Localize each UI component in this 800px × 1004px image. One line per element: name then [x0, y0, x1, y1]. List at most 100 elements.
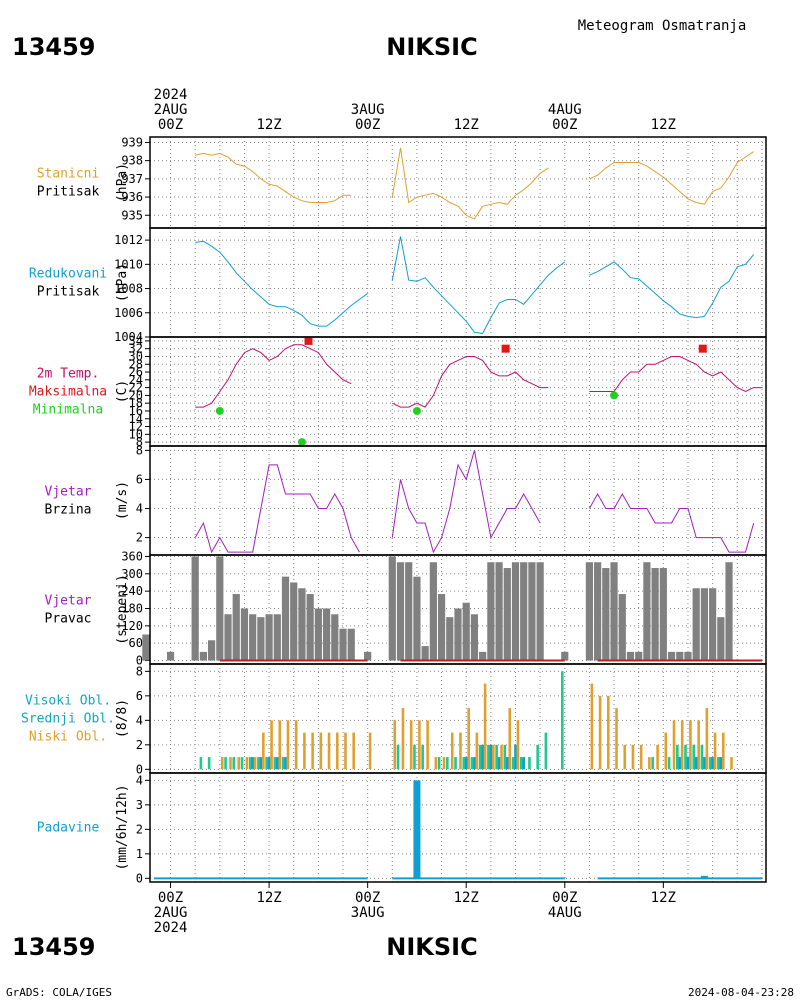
y-tick-label: 12 [129, 420, 143, 434]
tmin-marker [412, 406, 421, 415]
y-tick-label: 1012 [114, 233, 143, 247]
top-time-label: 12Z [651, 117, 676, 133]
cloud-bar [281, 757, 285, 770]
cloud-bar [470, 757, 474, 770]
top-time-label: 4AUG [548, 102, 582, 118]
wind-direction-bar [454, 608, 462, 661]
y-tick-label: 8 [136, 664, 143, 678]
y-tick-label: 20 [129, 388, 143, 402]
y-tick-label: 935 [121, 208, 143, 222]
wind-direction-bar [709, 588, 717, 661]
cloud-bar [648, 757, 651, 770]
series-line [589, 254, 755, 319]
cloud-bar [267, 757, 271, 770]
cloud-bar [462, 757, 466, 770]
wind-direction-bar [676, 651, 684, 661]
panel-reduced-pressure: 1004 1006 1008 1010 1012 Redukovani Pritisak (h… [29, 227, 767, 344]
cloud-bar [686, 757, 690, 770]
cloud-bar [483, 683, 487, 770]
panel-label: Redukovani [29, 267, 107, 282]
bottom-time-label: 3AUG [351, 905, 385, 921]
cloud-bar [514, 744, 517, 770]
wind-direction-bar [347, 628, 355, 661]
cloud-bar [697, 720, 700, 770]
cloud-bar [294, 720, 298, 770]
wind-direction-bar [511, 562, 520, 661]
y-tick-label: 4 [136, 501, 143, 515]
cloud-bar [495, 744, 498, 770]
wind-direction-bar [429, 562, 437, 661]
cloud-bar [478, 744, 482, 770]
y-tick-label: 937 [121, 172, 143, 186]
y-tick-label: 1006 [114, 306, 143, 320]
wind-direction-bar [561, 651, 569, 661]
cloud-bar [684, 744, 687, 770]
station-name-bottom: NIKSIC [386, 933, 477, 961]
wind-direction-bar [528, 562, 536, 661]
wind-direction-bar [536, 562, 544, 661]
cloud-bar [522, 757, 526, 770]
series-line [391, 147, 549, 220]
station-id-top: 13459 [12, 33, 96, 61]
series-line [195, 344, 352, 408]
y-tick-label: 360 [121, 549, 143, 563]
y-tick-label: 6 [136, 689, 143, 703]
cloud-bar [426, 720, 429, 770]
y-tick-label: 26 [129, 365, 143, 379]
station-id-bottom: 13459 [12, 933, 96, 961]
wind-direction-bar [659, 568, 667, 661]
cloud-bar [240, 757, 244, 770]
cloud-bar [672, 720, 676, 770]
cloud-bar [454, 757, 457, 770]
wind-direction-bar [602, 568, 610, 661]
tmax-marker [304, 336, 313, 345]
y-tick-label: 14 [129, 412, 143, 426]
cloud-bar [544, 732, 548, 770]
cloud-bar [352, 732, 355, 770]
cloud-bar [511, 757, 515, 770]
panel-label: Pritisak [37, 285, 100, 300]
tmin-marker [297, 438, 306, 447]
wind-direction-bar [618, 594, 626, 661]
y-tick-label: 34 [129, 334, 143, 348]
cloud-bar [393, 720, 397, 770]
series-line [392, 356, 549, 408]
cloud-bar [639, 744, 643, 770]
wind-direction-bar [314, 608, 322, 661]
cloud-bar [680, 720, 684, 770]
wind-direction-bar [635, 651, 643, 661]
y-tick-label: 30 [129, 349, 143, 363]
panel-wind-direction: 0 60 120 180 240 300 360 Vjetar Pravac (stepeni) [45, 549, 767, 668]
y-axis-label: (C) [115, 380, 130, 403]
bottom-time-label: 00Z [158, 890, 183, 906]
cloud-bar [409, 720, 413, 770]
y-tick-label: 24 [129, 373, 143, 387]
cloud-bar [607, 695, 610, 770]
cloud-bar [519, 757, 523, 770]
wind-direction-bar [298, 588, 306, 661]
cloud-bar [505, 757, 509, 770]
top-time-label: 3AUG [351, 102, 385, 118]
wind-direction-bar [626, 651, 635, 661]
cloud-bar [708, 757, 712, 770]
y-axis-label: (hPa) [115, 163, 130, 202]
bottom-time-label: 2AUG [154, 905, 188, 921]
panel-label: Minimalna [33, 403, 103, 418]
panel-label: Visoki Obl. [25, 694, 111, 709]
y-tick-label: 3 [136, 798, 143, 812]
y-tick-label: 2 [136, 531, 143, 545]
y-tick-label: 60 [129, 636, 143, 650]
wind-direction-bar [667, 651, 676, 661]
panel-label: Niski Obl. [29, 730, 107, 745]
cloud-bar [528, 757, 531, 770]
credit-text: GrADS: COLA/IGES [6, 986, 112, 999]
panel-wind-speed: 2 4 6 8 Vjetar Brzina (m/s) [45, 443, 767, 556]
wind-direction-bar [306, 594, 314, 661]
cloud-bar [703, 757, 706, 770]
panel-frame [149, 336, 767, 447]
cloud-bar [259, 757, 263, 770]
